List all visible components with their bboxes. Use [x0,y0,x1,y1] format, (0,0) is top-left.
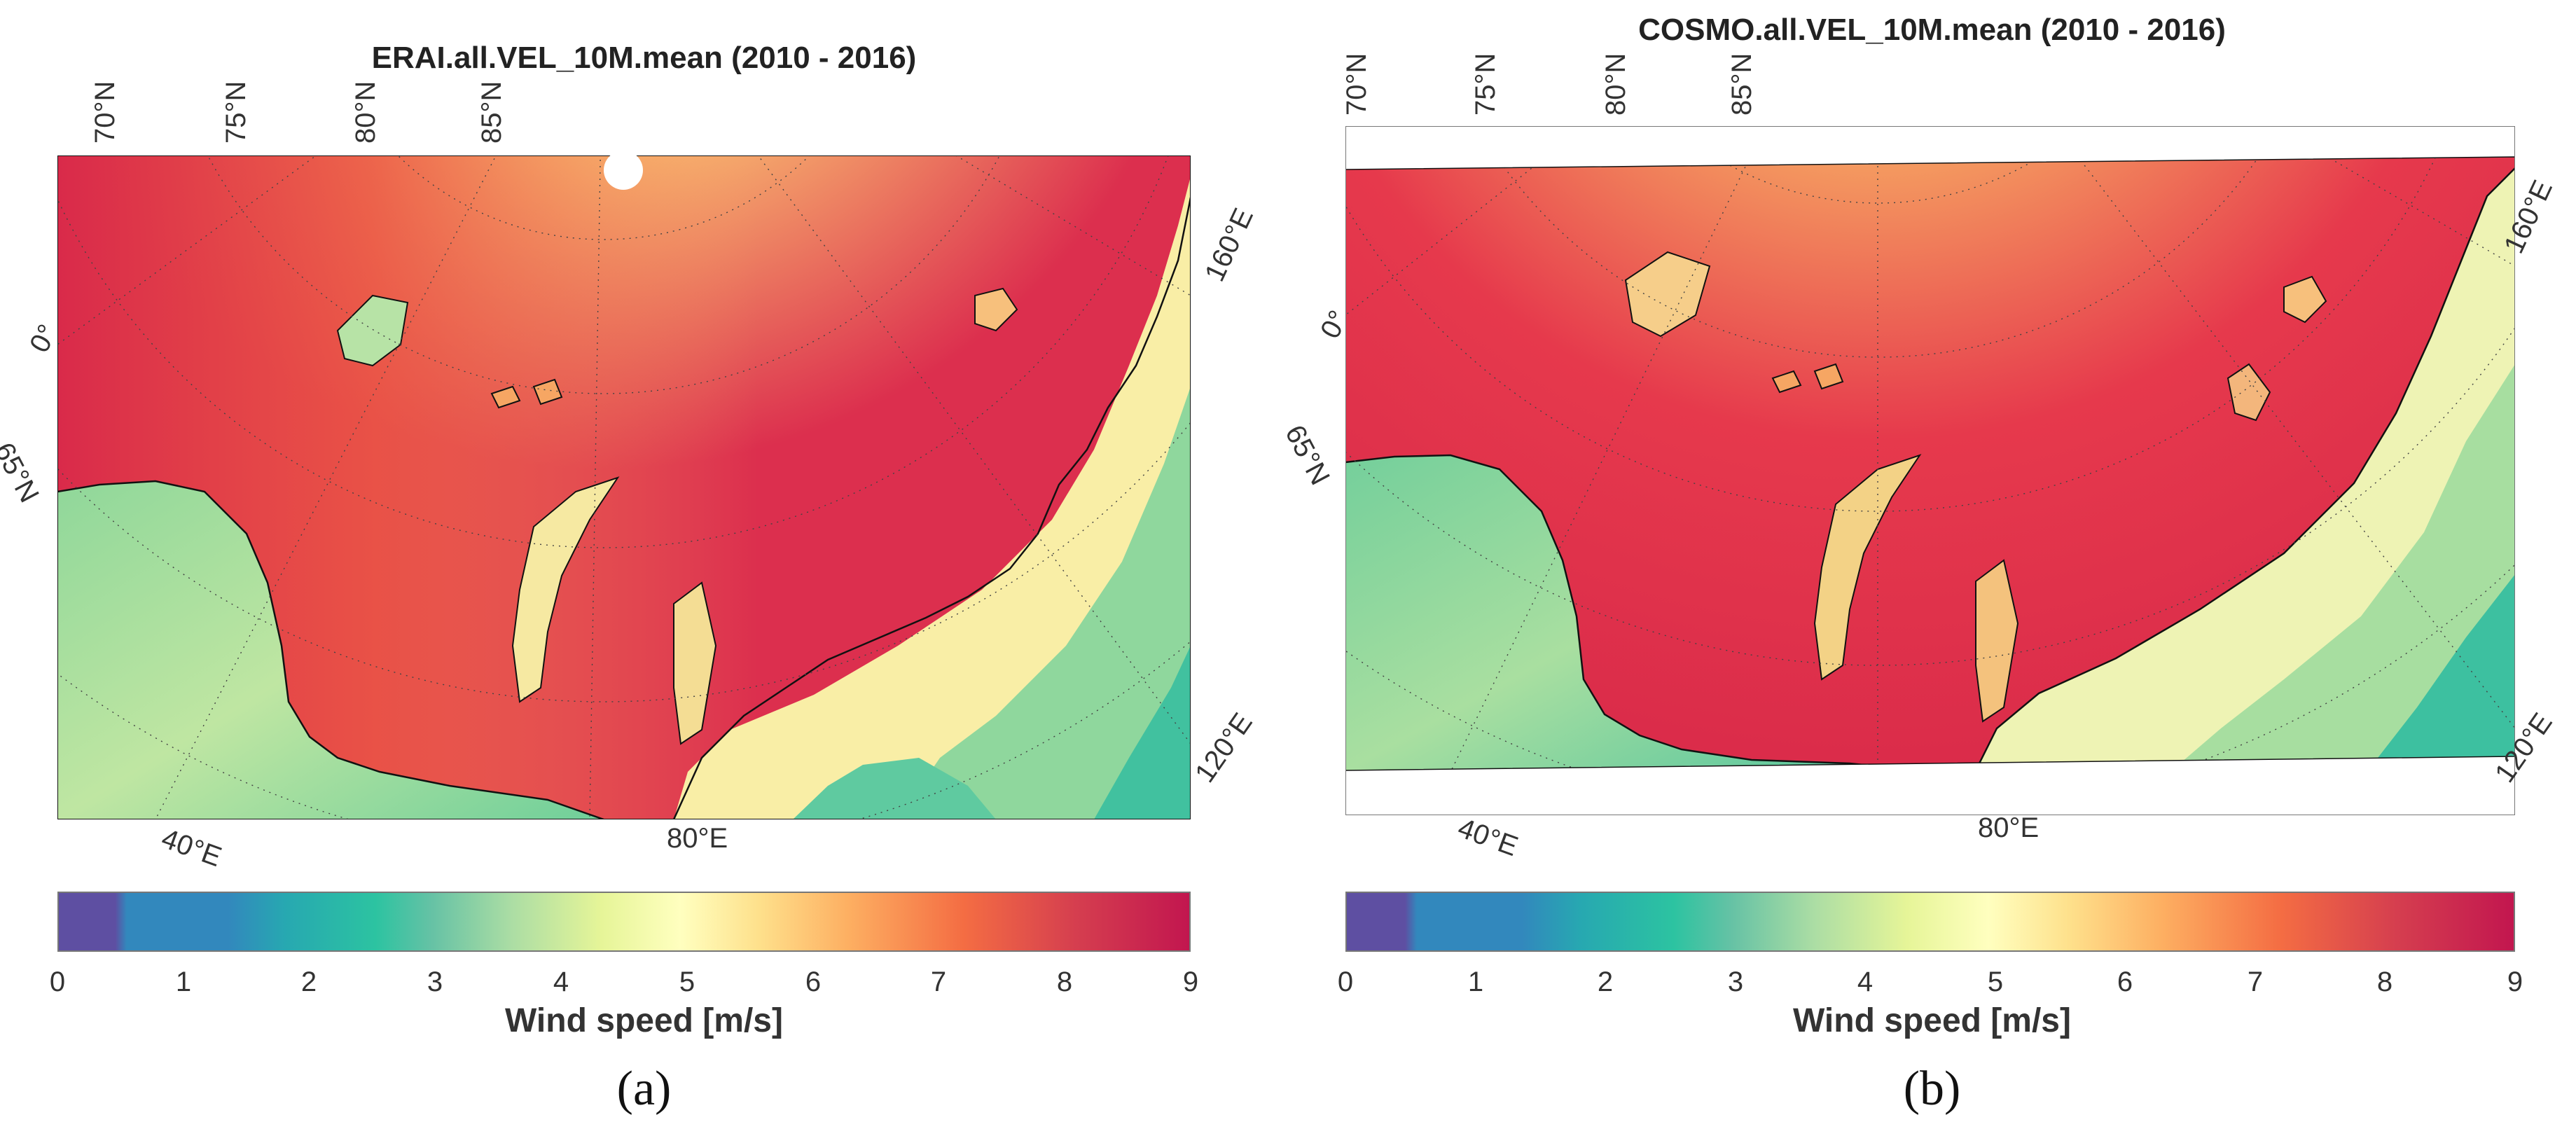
lat-label-70n: 70°N [90,81,120,144]
nsi-island [974,287,1018,332]
colorbar-tick: 8 [2376,967,2393,997]
panel-a: ERAI.all.VEL_10M.mean (2010 - 2016) 70°N… [0,41,1260,1116]
panel-b-title: COSMO.all.VEL_10M.mean (2010 - 2016) [1638,13,2226,47]
lat-label-80n: 80°N [1600,53,1631,116]
lon-label-80e: 80°E [667,823,728,854]
colorbar-tick: 3 [1727,967,1744,997]
west-coastline [57,480,604,819]
yamal [1975,559,2019,723]
graticule [57,155,1191,819]
colorbar-tick: 2 [300,967,317,997]
nsi-island [2283,275,2327,324]
panel-a-sublabel: (a) [616,1062,672,1116]
pole-hole [604,151,643,190]
colorbar-tick: 6 [805,967,822,997]
colorbar-tick: 7 [2247,967,2264,997]
yamal [673,581,717,745]
lat-label-75n: 75°N [1470,53,1501,116]
land-east-mid [898,387,1191,819]
land-west [57,481,604,819]
land-east-teal [2368,574,2515,770]
colorbar-tick: 1 [175,967,192,997]
land-west [1345,455,1920,770]
severnaya-islands [1771,363,1844,394]
colorbar-tick: 0 [1337,967,1354,997]
lat-label-70n: 70°N [1341,53,1372,116]
colorbar [1345,892,2515,952]
novaya-zemlya [511,476,620,703]
lat-label-80n: 80°N [350,81,381,144]
colorbar-tick: 2 [1597,967,1614,997]
colorbar-tick: 6 [2117,967,2133,997]
lat-label-75n: 75°N [221,81,251,144]
colorbar-tick: 8 [1056,967,1073,997]
svalbard [1624,251,1711,338]
land-east-mid [2172,364,2515,770]
lon-label-120e: 120°E [1189,707,1259,789]
lat-label-85n: 85°N [1726,53,1757,116]
panel-b-sublabel: (b) [1903,1062,1961,1116]
colorbar-tick: 4 [553,967,569,997]
panel-a-map [57,155,1191,819]
panel-a-title: ERAI.all.VEL_10M.mean (2010 - 2016) [371,41,917,75]
lon-label-80e: 80°E [1978,812,2040,843]
colorbar-label: Wind speed [m/s] [1793,1002,2071,1039]
lat-label-85n: 85°N [476,81,507,144]
grid-edge [1345,156,2515,771]
siberian-coastline [672,197,1191,819]
colorbar-tick: 4 [1857,967,1874,997]
colorbar-tick: 5 [679,967,695,997]
colorbar-tick: 7 [930,967,947,997]
panel-b: COSMO.all.VEL_10M.mean (2010 - 2016) 70°… [1279,0,2576,1143]
lon-label-40e: 40°E [1453,812,1522,863]
lon-label-160e: 160°E [1199,203,1260,286]
colorbar-tick: 1 [1467,967,1484,997]
colorbar-tick: 9 [1182,967,1199,997]
colorbar-tick: 0 [49,967,66,997]
lat-label-65n: 65°N [0,438,45,508]
colorbar-tick: 9 [2507,967,2523,997]
colorbar-tick: 3 [427,967,443,997]
graticule [1345,157,2515,770]
lon-label-40e: 40°E [157,823,226,873]
west-coastline [1345,454,1920,770]
chelyuskin-island [2227,363,2271,422]
panel-b-map [1345,126,2515,815]
colorbar [57,892,1191,952]
land-east-teal-2 [793,758,996,819]
severnaya-islands [490,378,563,409]
land-east-teal [1094,646,1191,819]
colorbar-label: Wind speed [m/s] [505,1002,783,1039]
colorbar-tick: 5 [1987,967,2004,997]
novaya-zemlya [1813,454,1922,681]
siberian-coastline [1974,167,2515,770]
